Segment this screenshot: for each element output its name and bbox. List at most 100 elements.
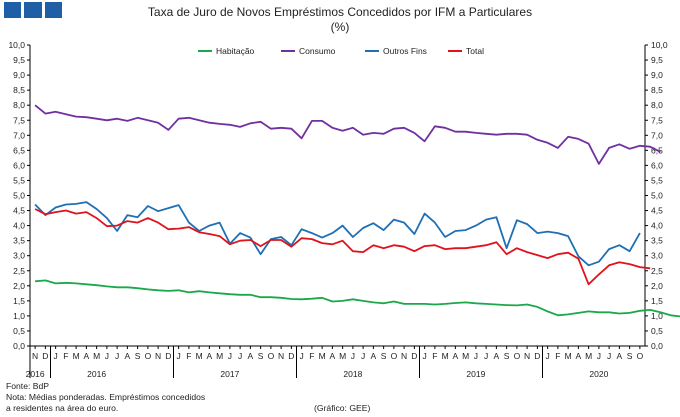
x-month-label: M — [565, 351, 572, 361]
y-tick-label-left: 8,0 — [13, 100, 25, 110]
y-tick-label-right: 4,0 — [651, 221, 663, 231]
x-month-label: A — [371, 351, 377, 361]
x-month-label: J — [474, 351, 478, 361]
method-note-line2: a residentes na área do euro. — [6, 403, 119, 413]
x-month-label: F — [432, 351, 437, 361]
y-tick-label-right: 2,5 — [651, 266, 663, 276]
y-tick-label-left: 2,5 — [13, 266, 25, 276]
x-month-label: A — [207, 351, 213, 361]
x-year-label: 2016 — [26, 369, 45, 379]
y-tick-label-right: 10,0 — [651, 40, 668, 50]
x-month-label: A — [494, 351, 500, 361]
y-tick-label-left: 7,5 — [13, 115, 25, 125]
x-month-label: D — [165, 351, 171, 361]
x-month-label: F — [555, 351, 560, 361]
y-tick-label-right: 7,5 — [651, 115, 663, 125]
x-month-label: M — [339, 351, 346, 361]
x-month-label: A — [125, 351, 131, 361]
x-month-label: J — [597, 351, 601, 361]
x-month-label: M — [319, 351, 326, 361]
x-year-label: 2018 — [343, 369, 362, 379]
x-month-label: F — [63, 351, 68, 361]
x-month-label: J — [361, 351, 365, 361]
x-month-label: D — [411, 351, 417, 361]
logo-block-3 — [44, 2, 62, 18]
y-tick-label-right: 2,0 — [651, 281, 663, 291]
y-tick-label-right: 0,0 — [651, 341, 663, 351]
x-month-label: A — [330, 351, 336, 361]
y-tick-label-right: 0,5 — [651, 326, 663, 336]
y-tick-label-left: 5,0 — [13, 191, 25, 201]
x-month-label: A — [84, 351, 90, 361]
x-month-label: S — [258, 351, 264, 361]
y-tick-label-right: 9,5 — [651, 55, 663, 65]
y-tick-label-right: 1,0 — [651, 311, 663, 321]
y-tick-label-left: 9,5 — [13, 55, 25, 65]
x-month-label: D — [288, 351, 294, 361]
x-month-label: J — [238, 351, 242, 361]
y-tick-label-left: 10,0 — [8, 40, 25, 50]
x-month-label: J — [423, 351, 427, 361]
x-month-label: N — [401, 351, 407, 361]
x-month-label: F — [186, 351, 191, 361]
logo-block-2 — [24, 2, 42, 18]
x-month-label: J — [484, 351, 488, 361]
y-tick-label-left: 6,0 — [13, 160, 25, 170]
series-line — [34, 201, 641, 267]
chart-title-block: Taxa de Juro de Novos Empréstimos Conced… — [0, 5, 680, 35]
y-tick-label-left: 5,5 — [13, 175, 25, 185]
x-month-label: S — [504, 351, 510, 361]
x-month-label: A — [453, 351, 459, 361]
y-tick-label-left: 0,0 — [13, 341, 25, 351]
method-note-line1: Nota: Médias ponderadas. Empréstimos con… — [6, 392, 206, 402]
x-month-label: J — [607, 351, 611, 361]
x-month-label: D — [534, 351, 540, 361]
x-month-label: M — [585, 351, 592, 361]
x-year-label: 2019 — [466, 369, 485, 379]
y-tick-label-left: 4,5 — [13, 206, 25, 216]
y-tick-label-left: 6,5 — [13, 145, 25, 155]
x-month-label: N — [524, 351, 530, 361]
y-tick-label-left: 4,0 — [13, 221, 25, 231]
y-tick-label-right: 7,0 — [651, 130, 663, 140]
x-year-label: 2017 — [220, 369, 239, 379]
y-tick-label-right: 6,0 — [651, 160, 663, 170]
series-line — [35, 279, 680, 318]
legend-label: Habitação — [216, 46, 255, 56]
y-tick-label-left: 2,0 — [13, 281, 25, 291]
x-month-label: M — [442, 351, 449, 361]
x-month-label: N — [278, 351, 284, 361]
x-month-label: M — [73, 351, 80, 361]
x-month-label: F — [309, 351, 314, 361]
x-month-label: J — [351, 351, 355, 361]
x-year-label: 2020 — [589, 369, 608, 379]
x-month-label: J — [546, 351, 550, 361]
legend-label: Consumo — [299, 46, 336, 56]
x-month-label: S — [627, 351, 633, 361]
y-tick-label-left: 8,5 — [13, 85, 25, 95]
x-month-label: A — [248, 351, 254, 361]
x-month-label: M — [93, 351, 100, 361]
y-tick-label-right: 9,0 — [651, 70, 663, 80]
x-month-label: M — [196, 351, 203, 361]
y-tick-label-right: 3,5 — [651, 236, 663, 246]
y-tick-label-left: 9,0 — [13, 70, 25, 80]
legend-label: Outros Fins — [383, 46, 427, 56]
series-line — [34, 208, 651, 286]
y-tick-label-right: 5,5 — [651, 175, 663, 185]
x-month-label: J — [300, 351, 304, 361]
x-month-label: S — [381, 351, 387, 361]
y-tick-label-right: 4,5 — [651, 206, 663, 216]
x-month-label: O — [637, 351, 644, 361]
x-month-label: D — [42, 351, 48, 361]
y-tick-label-left: 3,5 — [13, 236, 25, 246]
y-tick-label-right: 8,5 — [651, 85, 663, 95]
logo-block-1 — [4, 2, 22, 18]
bank-logo-icon — [4, 2, 62, 18]
series-line — [34, 104, 661, 165]
source-note: Fonte: BdP — [6, 381, 49, 391]
y-tick-label-right: 8,0 — [651, 100, 663, 110]
y-tick-label-left: 7,0 — [13, 130, 25, 140]
x-month-label: O — [391, 351, 398, 361]
